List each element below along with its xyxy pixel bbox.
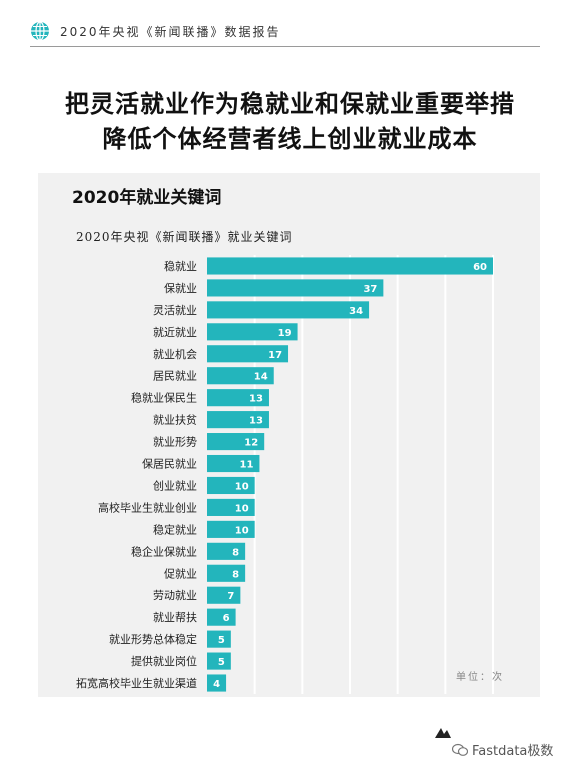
category-label-3: 就近就业 xyxy=(153,325,197,339)
bar-3 xyxy=(207,323,298,341)
bar-value-label-1: 37 xyxy=(363,284,377,295)
bar-13 xyxy=(207,542,246,560)
bar-12 xyxy=(207,520,255,538)
category-label-12: 稳定就业 xyxy=(153,522,197,536)
brand-footer xyxy=(434,726,452,740)
category-label-8: 就业形势 xyxy=(153,435,197,449)
category-label-10: 创业就业 xyxy=(153,478,197,492)
bar-value-label-10: 10 xyxy=(235,481,249,492)
category-label-9: 保居民就业 xyxy=(142,457,197,471)
bar-value-label-12: 10 xyxy=(235,525,249,536)
category-label-1: 保就业 xyxy=(164,281,197,295)
category-label-5: 居民就业 xyxy=(153,369,197,383)
watermark-text: Fastdata极数 xyxy=(472,744,554,759)
bar-value-label-0: 60 xyxy=(473,262,487,273)
bar-2 xyxy=(207,301,370,319)
unit-label: 单位：次 xyxy=(456,672,504,683)
category-label-14: 促就业 xyxy=(164,566,197,580)
bar-10 xyxy=(207,476,255,495)
report-header: 2020年央视《新闻联播》数据报告 xyxy=(30,18,281,44)
bar-value-label-13: 8 xyxy=(232,547,239,558)
fastdata-logo-icon xyxy=(435,728,451,738)
category-label-16: 就业帮扶 xyxy=(153,610,197,624)
bar-value-label-18: 5 xyxy=(218,657,225,668)
header-title: 2020年央视《新闻联播》数据报告 xyxy=(60,24,281,39)
bar-value-label-16: 6 xyxy=(223,613,230,624)
panel-title: 2020年就业关键词 xyxy=(72,188,222,208)
bar-14 xyxy=(207,564,246,582)
bar-8 xyxy=(207,433,265,451)
headline-line-1: 把灵活就业作为稳就业和保就业重要举措 xyxy=(65,90,515,118)
bar-18 xyxy=(207,652,231,670)
category-label-17: 就业形势总体稳定 xyxy=(109,632,197,646)
bar-1 xyxy=(207,279,384,297)
bar-value-label-4: 17 xyxy=(268,350,282,361)
bar-17 xyxy=(207,630,231,648)
bar-16 xyxy=(207,608,236,626)
globe-icon xyxy=(31,21,49,41)
category-label-15: 劳动就业 xyxy=(153,588,197,602)
bar-value-label-19: 4 xyxy=(213,679,220,690)
category-label-4: 就业机会 xyxy=(153,347,197,361)
category-label-0: 稳就业 xyxy=(164,259,197,273)
category-label-7: 就业扶贫 xyxy=(153,413,197,427)
category-label-18: 提供就业岗位 xyxy=(131,654,197,668)
bar-0 xyxy=(207,257,493,275)
bar-11 xyxy=(207,498,255,516)
bar-value-label-8: 12 xyxy=(244,438,258,449)
chart-title: 2020年央视《新闻联播》就业关键词 xyxy=(76,230,293,244)
bar-value-label-6: 13 xyxy=(249,394,263,405)
category-label-2: 灵活就业 xyxy=(153,303,197,317)
bar-value-label-2: 34 xyxy=(349,306,363,317)
bar-5 xyxy=(207,367,274,385)
category-label-6: 稳就业保民生 xyxy=(131,391,197,405)
bar-15 xyxy=(207,586,241,604)
bar-4 xyxy=(207,345,289,363)
category-label-11: 高校毕业生就业创业 xyxy=(98,500,197,514)
bar-19 xyxy=(207,674,227,692)
headline-line-2: 降低个体经营者线上创业就业成本 xyxy=(102,125,478,153)
bar-value-label-17: 5 xyxy=(218,635,225,646)
bar-value-label-3: 19 xyxy=(278,328,292,339)
bar-value-label-15: 7 xyxy=(227,591,234,602)
bar-6 xyxy=(207,389,269,407)
wechat-icon xyxy=(452,743,468,756)
bar-value-label-7: 13 xyxy=(249,416,263,427)
category-label-19: 拓宽高校毕业生就业渠道 xyxy=(76,676,197,690)
bar-value-label-9: 11 xyxy=(240,460,254,471)
bar-value-label-5: 14 xyxy=(254,372,268,383)
category-label-13: 稳企业保就业 xyxy=(131,544,197,558)
bar-7 xyxy=(207,411,269,429)
watermark: Fastdata极数 xyxy=(452,740,553,759)
bar-value-label-11: 10 xyxy=(235,503,249,514)
header-divider xyxy=(30,46,540,47)
bar-value-label-14: 8 xyxy=(232,569,239,580)
bar-9 xyxy=(207,454,260,473)
